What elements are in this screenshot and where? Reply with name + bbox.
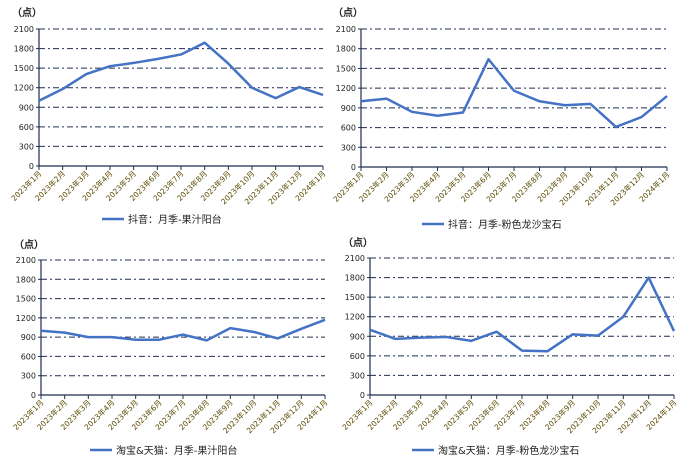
y-tick-label: 900: [19, 103, 34, 112]
y-tick-label: 300: [341, 143, 356, 152]
y-tick-label: 0: [31, 391, 36, 400]
unit-label: （点）: [14, 238, 44, 251]
y-tick-label: 2100: [14, 25, 34, 34]
y-tick-label: 1200: [14, 84, 34, 93]
y-tick-label: 300: [19, 142, 34, 151]
y-tick-label: 1800: [16, 275, 36, 284]
y-tick-label: 1800: [336, 45, 356, 54]
y-tick-label: 600: [350, 352, 365, 361]
y-tick-label: 1500: [336, 64, 356, 73]
y-tick-label: 300: [350, 371, 365, 380]
unit-label: （点）: [12, 6, 42, 19]
y-tick-label: 0: [29, 162, 34, 171]
chart-2: （点）030060090012001500180021002023年1月2023…: [331, 6, 672, 231]
unit-label: （点）: [333, 6, 363, 19]
legend-label: 抖音：月季-果汁阳台: [128, 213, 222, 226]
y-tick-label: 1200: [16, 314, 36, 323]
y-tick-label: 600: [19, 123, 34, 132]
chart-3: （点）030060090012001500180021002023年1月2023…: [11, 238, 330, 457]
y-tick-label: 1500: [14, 64, 34, 73]
legend-label: 淘宝&天猫：月季-果汁阳台: [116, 444, 237, 457]
unit-label: （点）: [343, 236, 373, 249]
y-tick-label: 1500: [16, 295, 36, 304]
legend-label: 淘宝&天猫：月季-粉色龙沙宝石: [438, 444, 579, 457]
y-tick-label: 1200: [345, 313, 365, 322]
y-tick-label: 600: [341, 124, 356, 133]
y-tick-label: 600: [21, 352, 36, 361]
y-tick-label: 2100: [345, 254, 365, 263]
y-tick-label: 0: [360, 391, 365, 400]
y-tick-label: 900: [350, 332, 365, 341]
y-tick-label: 300: [21, 372, 36, 381]
legend-label: 抖音：月季-粉色龙沙宝石: [448, 218, 562, 231]
series-line: [370, 278, 674, 352]
y-tick-label: 1800: [14, 45, 34, 54]
y-tick-label: 900: [341, 104, 356, 113]
series-line: [39, 43, 323, 101]
y-tick-label: 0: [351, 163, 356, 172]
y-tick-label: 2100: [16, 256, 36, 265]
y-tick-label: 1500: [345, 293, 365, 302]
y-tick-label: 1800: [345, 274, 365, 283]
y-tick-label: 2100: [336, 25, 356, 34]
y-tick-label: 1200: [336, 84, 356, 93]
chart-4: （点）030060090012001500180021002023年1月2023…: [340, 236, 679, 457]
chart-1: （点）030060090012001500180021002023年1月2023…: [9, 6, 328, 226]
series-line: [361, 59, 667, 127]
y-tick-label: 900: [21, 333, 36, 342]
